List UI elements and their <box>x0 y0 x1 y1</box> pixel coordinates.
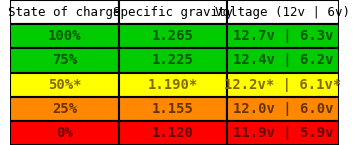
Text: 12.4v | 6.2v: 12.4v | 6.2v <box>233 53 333 67</box>
Bar <box>10 121 119 145</box>
Text: 50%*: 50%* <box>48 78 81 92</box>
Text: Voltage (12v | 6v): Voltage (12v | 6v) <box>215 6 350 19</box>
Bar <box>119 48 227 72</box>
Bar <box>227 97 339 121</box>
Bar <box>10 0 119 24</box>
Text: 75%: 75% <box>52 53 77 67</box>
Bar <box>119 97 227 121</box>
Bar <box>227 24 339 48</box>
Bar <box>119 121 227 145</box>
Bar <box>227 0 339 24</box>
Bar <box>227 121 339 145</box>
Text: 12.0v | 6.0v: 12.0v | 6.0v <box>233 102 333 116</box>
Bar <box>119 24 227 48</box>
Bar <box>227 48 339 72</box>
Text: 12.7v | 6.3v: 12.7v | 6.3v <box>233 29 333 43</box>
Text: 1.265: 1.265 <box>152 29 194 43</box>
Bar <box>119 0 227 24</box>
Bar <box>10 48 119 72</box>
Bar <box>10 72 119 97</box>
Text: 11.9v | 5.9v: 11.9v | 5.9v <box>233 126 333 140</box>
Text: 0%: 0% <box>56 126 73 140</box>
Text: Specific gravity: Specific gravity <box>113 6 233 19</box>
Text: 1.155: 1.155 <box>152 102 194 116</box>
Bar <box>10 97 119 121</box>
Text: 1.190*: 1.190* <box>148 78 198 92</box>
Bar <box>227 72 339 97</box>
Text: 100%: 100% <box>48 29 81 43</box>
Text: 1.120: 1.120 <box>152 126 194 140</box>
Text: State of charge: State of charge <box>8 6 121 19</box>
Text: 12.2v* | 6.1v*: 12.2v* | 6.1v* <box>224 78 341 92</box>
Bar <box>10 24 119 48</box>
Text: 25%: 25% <box>52 102 77 116</box>
Bar <box>119 72 227 97</box>
Text: 1.225: 1.225 <box>152 53 194 67</box>
